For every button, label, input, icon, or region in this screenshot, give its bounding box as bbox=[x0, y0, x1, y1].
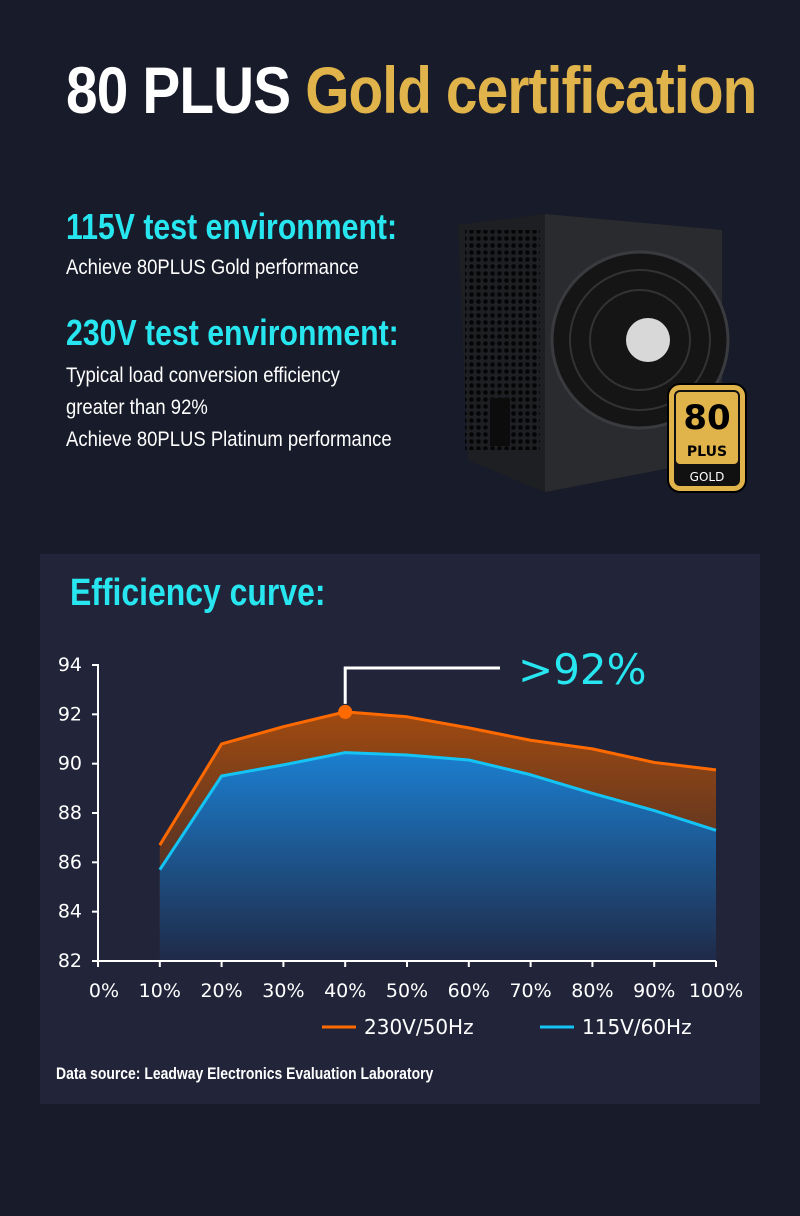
x-tick-label: 20% bbox=[200, 980, 242, 1002]
x-tick-label: 10% bbox=[139, 980, 181, 1002]
x-tick-label: 90% bbox=[633, 980, 675, 1002]
spec-230v-line3: Achieve 80PLUS Platinum performance bbox=[66, 428, 392, 451]
y-tick-label: 86 bbox=[58, 851, 82, 873]
x-tick-label: 80% bbox=[571, 980, 613, 1002]
y-tick-label: 92 bbox=[58, 703, 82, 725]
power-socket bbox=[490, 398, 510, 446]
annotation-leader bbox=[343, 666, 500, 704]
x-tick-label: 50% bbox=[386, 980, 428, 1002]
y-tick-label: 88 bbox=[58, 802, 82, 824]
legend-label: 230V/50Hz bbox=[364, 1015, 474, 1039]
80plus-gold-badge: 80 PLUS GOLD bbox=[667, 383, 747, 493]
y-tick-label: 90 bbox=[58, 753, 82, 775]
y-tick-label: 94 bbox=[58, 654, 82, 676]
spec-115v-text: Achieve 80PLUS Gold performance bbox=[66, 256, 359, 279]
fan-hub-logo bbox=[626, 318, 670, 362]
badge-tier: GOLD bbox=[690, 470, 725, 484]
chart-title: Efficiency curve: bbox=[70, 572, 326, 614]
y-tick-label: 84 bbox=[58, 901, 82, 923]
spec-230v-heading: 230V test environment: bbox=[66, 312, 399, 353]
psu-product-image: 80 PLUS GOLD bbox=[458, 214, 747, 493]
x-tick-label: 70% bbox=[509, 980, 551, 1002]
x-tick-label: 40% bbox=[324, 980, 366, 1002]
series-line-230v50hz bbox=[158, 710, 717, 846]
badge-plus: PLUS bbox=[687, 444, 727, 460]
efficiency-chart: 82 84 86 88 90 92 94 0% 10% 20% 30% 40% 50% 60% 70% 80%… bbox=[58, 645, 743, 1039]
x-tick-label: 0% bbox=[89, 980, 119, 1002]
page-title: 80 PLUS Gold certification bbox=[66, 52, 757, 128]
title-gold: Gold certification bbox=[305, 53, 757, 127]
area-115v60hz bbox=[159, 752, 717, 961]
data-source: Data source: Leadway Electronics Evaluat… bbox=[56, 1064, 434, 1083]
title-white: 80 PLUS bbox=[66, 53, 291, 127]
spec-230v-line2: greater than 92% bbox=[66, 396, 208, 419]
y-tick-label: 82 bbox=[58, 950, 82, 972]
x-tick-label: 30% bbox=[262, 980, 304, 1002]
legend-label: 115V/60Hz bbox=[582, 1015, 692, 1039]
annotation-label: >92% bbox=[518, 645, 647, 694]
x-tick-label: 60% bbox=[448, 980, 490, 1002]
badge-number: 80 bbox=[683, 398, 730, 438]
spec-115v-heading: 115V test environment: bbox=[66, 206, 398, 247]
x-tick-label: 100% bbox=[689, 980, 743, 1002]
spec-230v-line1: Typical load conversion efficiency bbox=[66, 364, 340, 387]
peak-marker bbox=[338, 704, 353, 719]
series-line-115v60hz bbox=[158, 751, 717, 871]
